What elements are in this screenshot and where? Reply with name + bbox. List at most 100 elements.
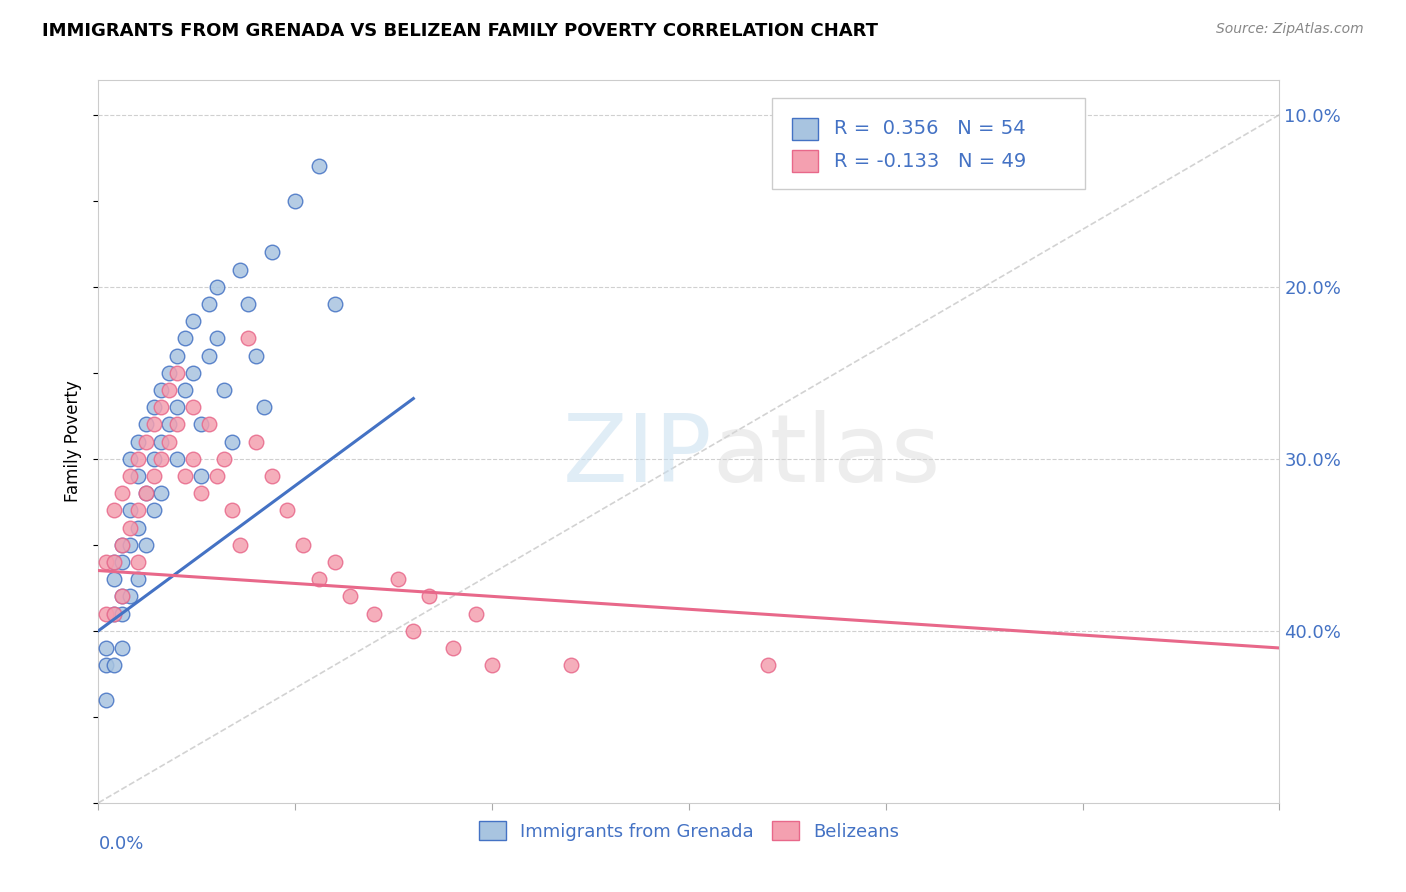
Point bbox=[96, 607, 118, 621]
Point bbox=[96, 555, 118, 569]
Point bbox=[245, 434, 267, 449]
Point bbox=[135, 486, 157, 500]
Point bbox=[111, 607, 134, 621]
Point bbox=[205, 279, 228, 293]
Point bbox=[150, 400, 173, 414]
Point bbox=[166, 417, 188, 432]
Point bbox=[111, 538, 134, 552]
Point bbox=[103, 555, 125, 569]
Point bbox=[127, 520, 149, 534]
Point bbox=[157, 434, 180, 449]
Point bbox=[111, 555, 134, 569]
Point bbox=[157, 366, 180, 380]
Point bbox=[111, 640, 134, 655]
Point bbox=[181, 451, 204, 466]
Point bbox=[103, 658, 125, 673]
Text: R = -0.133   N = 49: R = -0.133 N = 49 bbox=[834, 152, 1026, 170]
Point bbox=[103, 572, 125, 586]
Point bbox=[96, 640, 118, 655]
FancyBboxPatch shape bbox=[772, 98, 1084, 189]
Point bbox=[166, 349, 188, 363]
Point bbox=[150, 383, 173, 397]
Point bbox=[181, 314, 204, 328]
Point bbox=[245, 349, 267, 363]
Point bbox=[190, 469, 212, 483]
Point bbox=[308, 159, 330, 173]
Text: R =  0.356   N = 54: R = 0.356 N = 54 bbox=[834, 120, 1026, 138]
Point bbox=[118, 590, 141, 604]
Point bbox=[111, 590, 134, 604]
Point bbox=[142, 400, 165, 414]
Point bbox=[111, 538, 134, 552]
Text: atlas: atlas bbox=[713, 410, 941, 502]
Point bbox=[229, 538, 252, 552]
Point bbox=[118, 469, 141, 483]
Point bbox=[118, 451, 141, 466]
Point bbox=[118, 503, 141, 517]
Point bbox=[142, 469, 165, 483]
Point bbox=[418, 590, 440, 604]
Point bbox=[236, 331, 259, 345]
Point bbox=[127, 434, 149, 449]
Point bbox=[481, 658, 503, 673]
Text: ZIP: ZIP bbox=[562, 410, 713, 502]
Point bbox=[150, 486, 173, 500]
Point bbox=[127, 572, 149, 586]
Point bbox=[756, 658, 779, 673]
Point bbox=[135, 538, 157, 552]
Point bbox=[465, 607, 488, 621]
Point bbox=[127, 469, 149, 483]
Text: IMMIGRANTS FROM GRENADA VS BELIZEAN FAMILY POVERTY CORRELATION CHART: IMMIGRANTS FROM GRENADA VS BELIZEAN FAMI… bbox=[42, 22, 879, 40]
Point bbox=[135, 434, 157, 449]
Point bbox=[323, 555, 346, 569]
Point bbox=[111, 590, 134, 604]
Point bbox=[181, 400, 204, 414]
Point bbox=[260, 245, 283, 260]
Point bbox=[111, 486, 134, 500]
Point bbox=[127, 555, 149, 569]
Point bbox=[96, 692, 118, 706]
Point bbox=[190, 486, 212, 500]
Point bbox=[103, 503, 125, 517]
Point bbox=[190, 417, 212, 432]
Point bbox=[308, 572, 330, 586]
Point bbox=[284, 194, 307, 208]
Point bbox=[166, 366, 188, 380]
Point bbox=[96, 658, 118, 673]
Point bbox=[103, 555, 125, 569]
Point bbox=[292, 538, 315, 552]
Point bbox=[103, 607, 125, 621]
Point bbox=[174, 469, 197, 483]
Point bbox=[166, 451, 188, 466]
Point bbox=[181, 366, 204, 380]
Point bbox=[276, 503, 298, 517]
Point bbox=[118, 520, 141, 534]
Point bbox=[205, 331, 228, 345]
Point bbox=[323, 297, 346, 311]
Legend: Immigrants from Grenada, Belizeans: Immigrants from Grenada, Belizeans bbox=[471, 814, 907, 848]
Point bbox=[214, 451, 236, 466]
Point bbox=[339, 590, 361, 604]
Point bbox=[174, 331, 197, 345]
Point bbox=[157, 417, 180, 432]
Text: 0.0%: 0.0% bbox=[98, 835, 143, 854]
Point bbox=[197, 417, 219, 432]
Point bbox=[402, 624, 425, 638]
Point bbox=[236, 297, 259, 311]
Point bbox=[197, 297, 219, 311]
Point bbox=[174, 383, 197, 397]
Point bbox=[150, 434, 173, 449]
Point bbox=[560, 658, 582, 673]
Point bbox=[157, 383, 180, 397]
Point bbox=[363, 607, 385, 621]
Bar bbox=[792, 118, 818, 139]
Point bbox=[150, 451, 173, 466]
Point bbox=[166, 400, 188, 414]
Point bbox=[387, 572, 409, 586]
Point bbox=[221, 434, 243, 449]
Point bbox=[197, 349, 219, 363]
Point bbox=[142, 503, 165, 517]
Point bbox=[441, 640, 464, 655]
Y-axis label: Family Poverty: Family Poverty bbox=[65, 381, 83, 502]
Bar bbox=[792, 151, 818, 172]
